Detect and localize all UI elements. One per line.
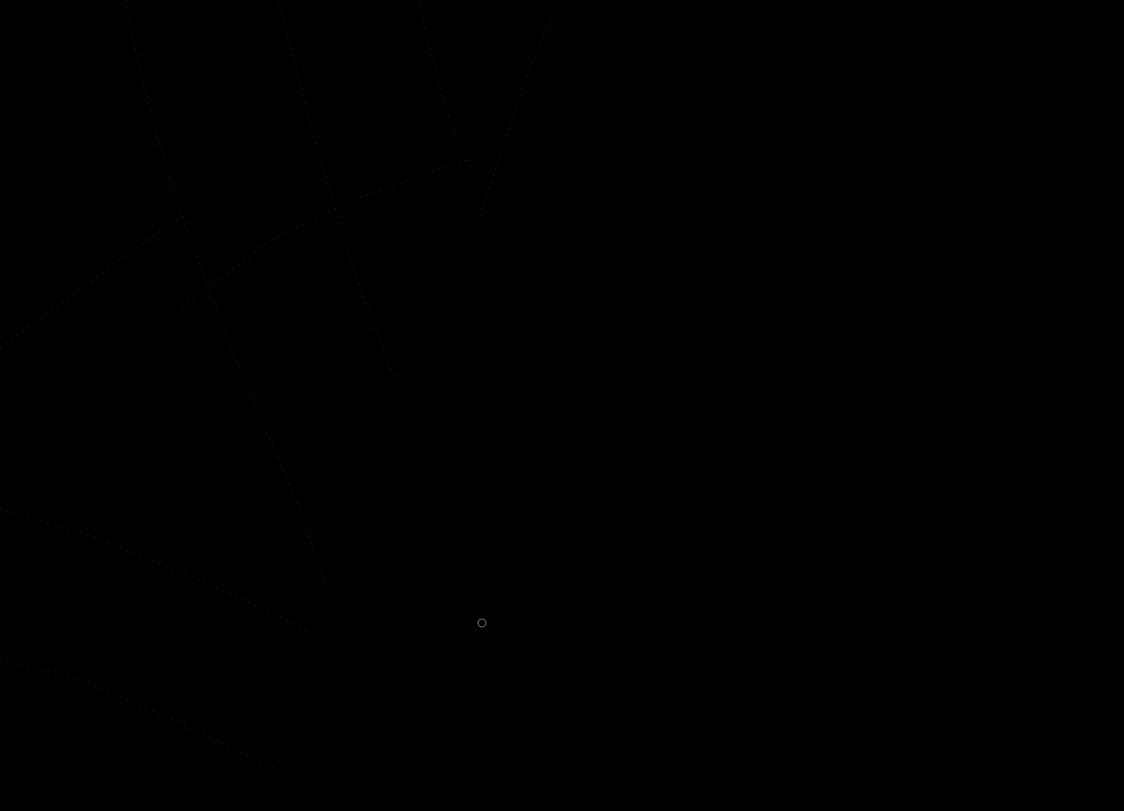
coast-chukotka: [0, 0, 140, 120]
velocity-colorbar: [1000, 0, 1124, 335]
radar-site-dot: [477, 618, 487, 628]
island-small: [294, 34, 312, 45]
magnetic-grid-dotted: [0, 0, 559, 769]
colorbar-gradient: [1056, 42, 1076, 44]
coast-chukotka-south: [0, 128, 52, 158]
coast-chukotka-east: [188, 0, 302, 102]
frequency-panel: [78, 545, 253, 780]
